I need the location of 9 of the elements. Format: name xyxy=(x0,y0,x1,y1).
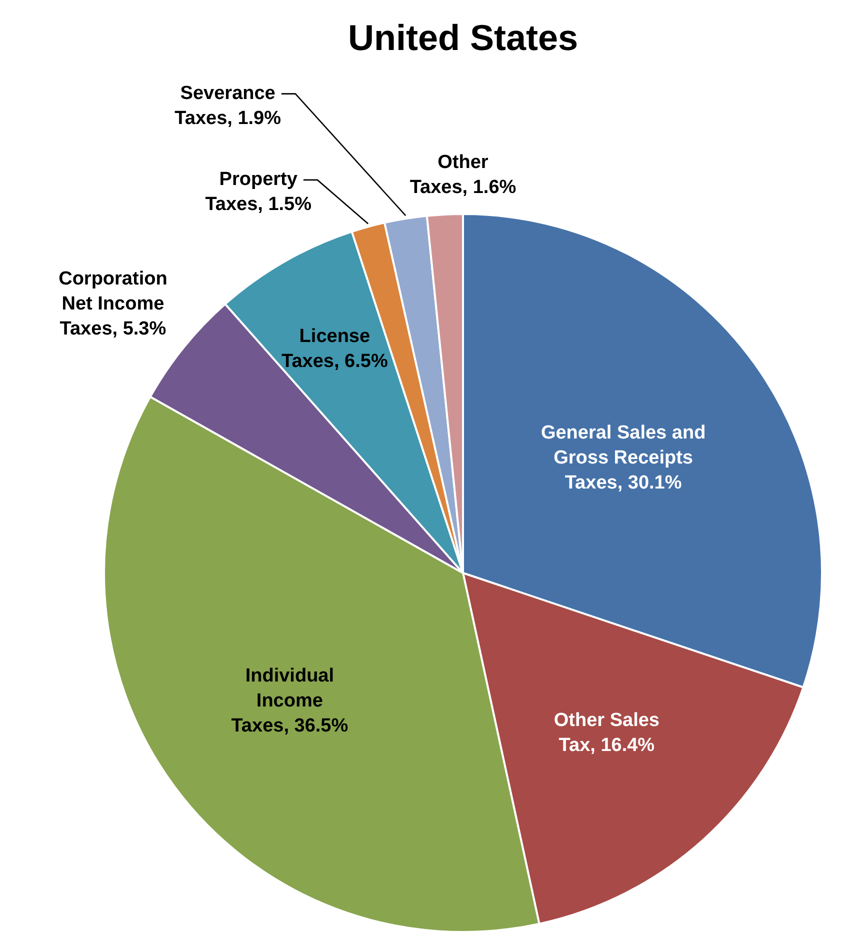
slice-label: Other Taxes, 1.6% xyxy=(410,150,516,200)
slice-label: License Taxes, 6.5% xyxy=(282,324,388,374)
slice-label: Corporation Net Income Taxes, 5.3% xyxy=(58,267,168,342)
chart-title: United States xyxy=(348,16,578,58)
slice-label: Property Taxes, 1.5% xyxy=(205,168,312,218)
slice-label: Severance Taxes, 1.9% xyxy=(174,82,282,132)
slice-label: Other Sales Tax, 16.4% xyxy=(554,709,660,758)
slice-label: General Sales and Gross Receipts Taxes, 30.1% xyxy=(540,421,706,496)
slice-label: Individual Income Taxes, 36.5% xyxy=(231,664,348,738)
